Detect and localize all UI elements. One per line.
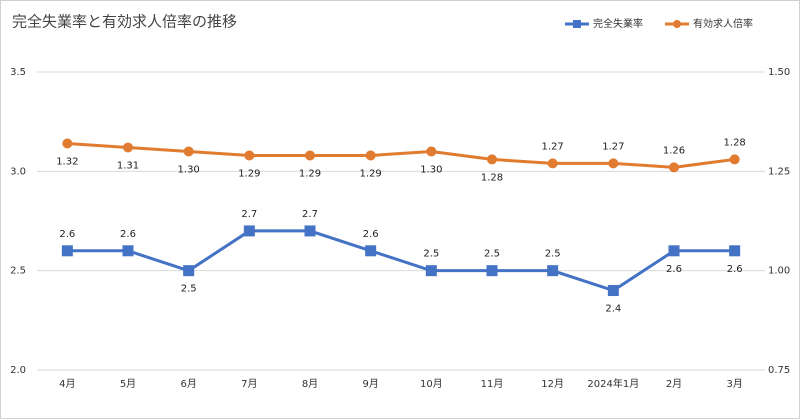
data-label: 1.30 [420, 164, 442, 175]
chart-title: 完全失業率と有効求人倍率の推移 [12, 13, 237, 31]
marker [425, 265, 437, 277]
marker [183, 146, 194, 157]
marker [608, 158, 619, 169]
data-label: 2.7 [302, 209, 318, 220]
x-tick-label: 7月 [241, 378, 257, 390]
marker [183, 265, 195, 277]
y-tick-label: 2.5 [10, 266, 26, 277]
data-label: 2.6 [666, 264, 682, 275]
data-label: 1.31 [117, 160, 139, 171]
data-label: 2.5 [423, 249, 439, 260]
y2-tick-label: 0.75 [768, 365, 790, 376]
data-label: 1.29 [360, 168, 382, 179]
legend-label: 完全失業率 [593, 17, 643, 30]
marker [669, 162, 679, 173]
data-label: 2.6 [363, 229, 379, 240]
data-label: 2.6 [120, 229, 136, 240]
data-label: 1.32 [56, 157, 78, 168]
x-tick-label: 11月 [481, 378, 504, 390]
data-label: 1.28 [481, 172, 503, 183]
data-label: 2.6 [59, 229, 75, 240]
data-label: 1.26 [663, 145, 685, 156]
data-label: 2.7 [241, 209, 257, 220]
series-line [67, 229, 735, 293]
data-label: 2.6 [727, 264, 743, 275]
data-label: 1.29 [238, 168, 260, 179]
data-label: 1.30 [178, 164, 200, 175]
marker [547, 158, 558, 169]
series-line [67, 142, 735, 169]
marker [243, 225, 255, 237]
marker [668, 245, 680, 257]
marker [486, 265, 498, 277]
data-label: 2.5 [181, 284, 197, 295]
x-tick-label: 12月 [541, 378, 564, 390]
x-tick-label: 10月 [420, 378, 443, 390]
marker [426, 146, 437, 157]
marker [729, 245, 741, 257]
x-tick-label: 3月 [726, 378, 742, 390]
x-tick-label: 4月 [59, 378, 75, 390]
data-label: 2.5 [484, 249, 500, 260]
legend-marker [673, 20, 681, 28]
x-tick-label: 9月 [362, 378, 378, 390]
x-tick-label: 2月 [666, 378, 682, 390]
marker [729, 154, 740, 165]
x-tick-label: 2024年1月 [587, 377, 639, 390]
data-label: 1.29 [299, 168, 321, 179]
y2-tick-label: 1.00 [768, 266, 790, 277]
marker [607, 285, 619, 297]
marker [62, 138, 73, 149]
y-tick-label: 3.0 [10, 166, 26, 177]
marker [123, 142, 133, 153]
data-label: 2.4 [605, 304, 621, 315]
data-label: 2.5 [545, 249, 561, 260]
x-tick-label: 8月 [302, 378, 318, 390]
x-tick-label: 6月 [180, 378, 196, 390]
marker [365, 245, 377, 257]
marker [122, 245, 134, 257]
marker [487, 154, 497, 165]
marker [305, 150, 315, 161]
marker [365, 150, 376, 161]
y-tick-label: 2.0 [10, 365, 26, 376]
y-tick-label: 3.5 [10, 67, 26, 78]
data-label: 1.27 [542, 141, 564, 152]
data-label: 1.28 [724, 137, 746, 148]
y2-tick-label: 1.50 [768, 67, 790, 78]
marker [244, 150, 255, 161]
marker [304, 225, 316, 237]
data-label: 1.27 [602, 141, 624, 152]
y2-tick-label: 1.25 [768, 166, 790, 177]
legend-label: 有効求人倍率 [693, 17, 753, 30]
marker [61, 245, 73, 257]
marker [547, 265, 559, 277]
legend-marker [573, 20, 581, 28]
x-tick-label: 5月 [120, 378, 136, 390]
